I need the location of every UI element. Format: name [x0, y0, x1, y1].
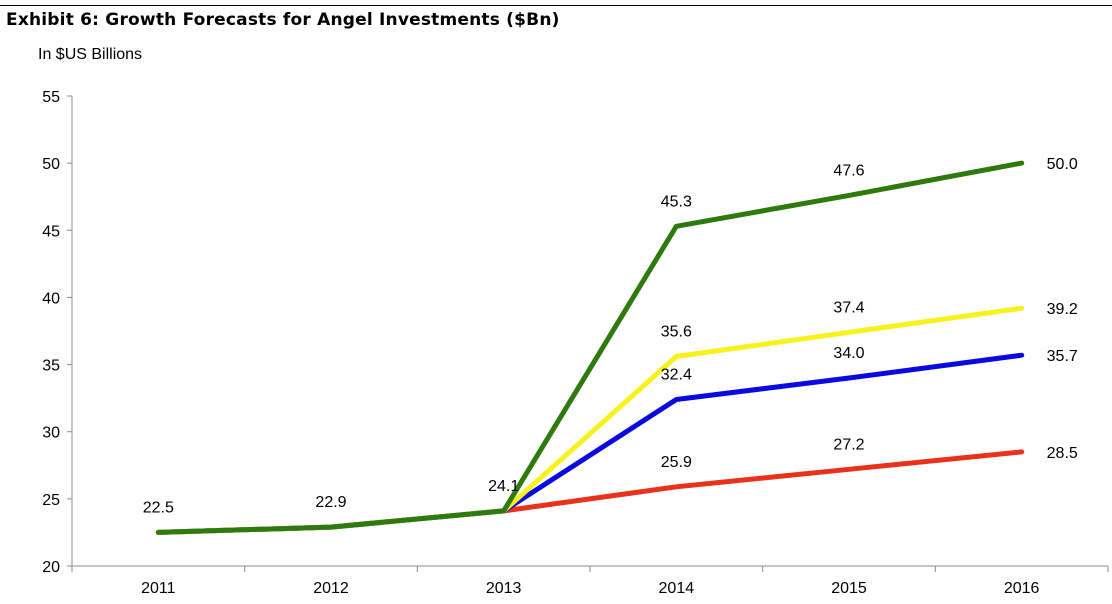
x-tick-label: 2012 [313, 580, 349, 597]
y-tick-label: 20 [42, 559, 60, 576]
data-label: 28.5 [1047, 445, 1078, 462]
axes: 20 25 30 35 40 45 50 55 2011 2012 2013 2014 2015 2016 [42, 89, 1109, 597]
data-label: 45.3 [661, 193, 692, 210]
data-label: 22.5 [143, 499, 174, 516]
chart-title: Exhibit 6: Growth Forecasts for Angel In… [6, 10, 560, 30]
x-tick-label: 2015 [831, 580, 867, 597]
data-label: 37.4 [833, 299, 864, 316]
data-label: 32.4 [661, 366, 692, 383]
data-label: 27.2 [833, 436, 864, 453]
y-tick-label: 25 [42, 492, 60, 509]
data-label: 35.7 [1047, 348, 1078, 365]
data-label: 39.2 [1047, 301, 1078, 318]
top-rule [0, 5, 1112, 6]
x-tick-label: 2014 [659, 580, 695, 597]
x-tick-label: 2013 [486, 580, 522, 597]
y-tick-label: 50 [42, 156, 60, 173]
y-tick-label: 40 [42, 290, 60, 307]
y-tick-label: 55 [42, 89, 60, 106]
y-tick-label: 35 [42, 358, 60, 375]
data-label: 22.9 [315, 494, 346, 511]
data-label: 50.0 [1047, 156, 1078, 173]
data-labels: 25.9 27.2 28.5 32.4 34.0 35.7 35.6 37.4 39.2 22.5… [143, 156, 1078, 516]
data-label: 25.9 [661, 454, 692, 471]
data-label: 35.6 [661, 324, 692, 341]
x-tick-label: 2011 [141, 580, 176, 597]
data-label: 34.0 [833, 345, 864, 362]
series-lines [155, 160, 1025, 535]
series-line-2 [155, 352, 1025, 535]
data-label: 24.1 [488, 478, 519, 495]
y-tick-label: 45 [42, 223, 60, 240]
series-line-4 [155, 160, 1025, 535]
x-tick-label: 2016 [1004, 580, 1040, 597]
data-label: 47.6 [833, 162, 864, 179]
y-tick-label: 30 [42, 425, 60, 442]
y-axis-unit-label: In $US Billions [38, 46, 143, 63]
series-line-1 [155, 449, 1025, 535]
